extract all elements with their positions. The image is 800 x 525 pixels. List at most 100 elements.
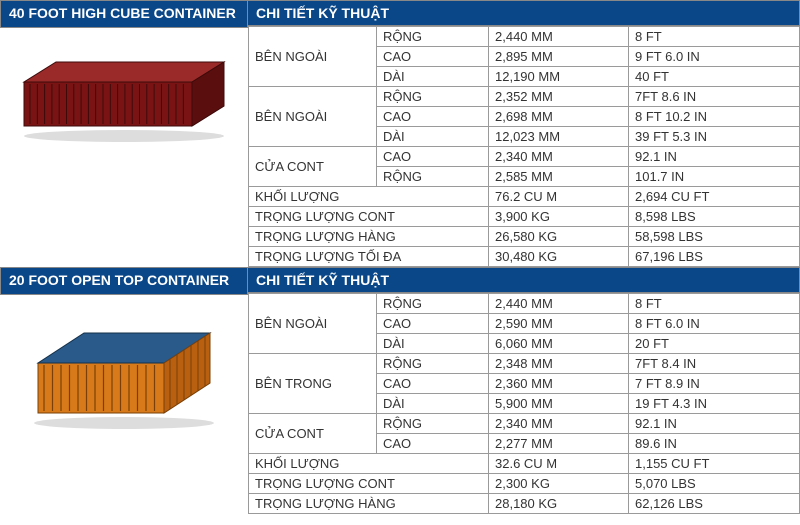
summary-v1: 28,180 KG	[489, 494, 629, 514]
summary-row: TRỌNG LƯỢNG HÀNG 28,180 KG 62,126 LBS	[249, 494, 800, 514]
dim-mm: 2,352 MM	[489, 87, 629, 107]
spec-table: BÊN NGOÀIRỘNG2,440 MM8 FTCAO2,590 MM8 FT…	[248, 293, 800, 514]
spec-header: CHI TIẾT KỸ THUẬT	[248, 0, 800, 26]
spec-table: BÊN NGOÀIRỘNG2,440 MM8 FTCAO2,895 MM9 FT…	[248, 26, 800, 267]
summary-v2: 5,070 LBS	[629, 474, 800, 494]
dim-label: DÀI	[377, 127, 489, 147]
dim-mm: 2,585 MM	[489, 167, 629, 187]
dim-ft: 7FT 8.6 IN	[629, 87, 800, 107]
group-label: BÊN NGOÀI	[249, 294, 377, 354]
right-column: CHI TIẾT KỸ THUẬT BÊN NGOÀIRỘNG2,440 MM8…	[248, 267, 800, 514]
dim-label: CAO	[377, 47, 489, 67]
dim-mm: 5,900 MM	[489, 394, 629, 414]
dim-ft: 92.1 IN	[629, 147, 800, 167]
container-section: 20 FOOT OPEN TOP CONTAINER CHI TIẾT KỸ T…	[0, 267, 800, 514]
container-image-cell	[0, 295, 248, 443]
container-image-cell	[0, 28, 248, 156]
group-label: BÊN TRONG	[249, 354, 377, 414]
dim-ft: 8 FT	[629, 27, 800, 47]
dim-ft: 7 FT 8.9 IN	[629, 374, 800, 394]
summary-v1: 2,300 KG	[489, 474, 629, 494]
dim-ft: 101.7 IN	[629, 167, 800, 187]
spec-row: CỬA CONTCAO2,340 MM92.1 IN	[249, 147, 800, 167]
container-title: 20 FOOT OPEN TOP CONTAINER	[0, 267, 248, 295]
dim-label: RỘNG	[377, 87, 489, 107]
dim-ft: 89.6 IN	[629, 434, 800, 454]
dim-label: DÀI	[377, 334, 489, 354]
dim-mm: 2,340 MM	[489, 147, 629, 167]
dim-mm: 2,277 MM	[489, 434, 629, 454]
summary-v2: 58,598 LBS	[629, 227, 800, 247]
dim-label: CAO	[377, 147, 489, 167]
group-label: BÊN NGOÀI	[249, 87, 377, 147]
dim-label: DÀI	[377, 394, 489, 414]
group-label: BÊN NGOÀI	[249, 27, 377, 87]
summary-row: KHỐI LƯỢNG 76.2 CU M 2,694 CU FT	[249, 187, 800, 207]
dim-label: CAO	[377, 374, 489, 394]
spec-row: BÊN NGOÀIRỘNG2,440 MM8 FT	[249, 294, 800, 314]
dim-ft: 39 FT 5.3 IN	[629, 127, 800, 147]
container-image-20ft	[24, 315, 224, 435]
summary-row: TRỌNG LƯỢNG CONT 2,300 KG 5,070 LBS	[249, 474, 800, 494]
dim-ft: 7FT 8.4 IN	[629, 354, 800, 374]
group-label: CỬA CONT	[249, 414, 377, 454]
summary-row: TRỌNG LƯỢNG CONT 3,900 KG 8,598 LBS	[249, 207, 800, 227]
dim-ft: 8 FT	[629, 294, 800, 314]
right-column: CHI TIẾT KỸ THUẬT BÊN NGOÀIRỘNG2,440 MM8…	[248, 0, 800, 267]
dim-mm: 2,895 MM	[489, 47, 629, 67]
left-column: 40 FOOT HIGH CUBE CONTAINER	[0, 0, 248, 267]
summary-row: TRỌNG LƯỢNG HÀNG 26,580 KG 58,598 LBS	[249, 227, 800, 247]
spec-header: CHI TIẾT KỸ THUẬT	[248, 267, 800, 293]
summary-v1: 32.6 CU M	[489, 454, 629, 474]
container-image-40ft	[14, 48, 234, 148]
container-title: 40 FOOT HIGH CUBE CONTAINER	[0, 0, 248, 28]
summary-label: KHỐI LƯỢNG	[249, 187, 489, 207]
spec-row: BÊN NGOÀIRỘNG2,352 MM7FT 8.6 IN	[249, 87, 800, 107]
dim-ft: 8 FT 10.2 IN	[629, 107, 800, 127]
dim-mm: 2,348 MM	[489, 354, 629, 374]
spec-row: BÊN TRONGRỘNG2,348 MM7FT 8.4 IN	[249, 354, 800, 374]
dim-ft: 40 FT	[629, 67, 800, 87]
summary-label: TRỌNG LƯỢNG TỐI ĐA	[249, 247, 489, 267]
dim-ft: 19 FT 4.3 IN	[629, 394, 800, 414]
dim-ft: 9 FT 6.0 IN	[629, 47, 800, 67]
dim-label: CAO	[377, 314, 489, 334]
dim-label: RỘNG	[377, 294, 489, 314]
summary-v1: 30,480 KG	[489, 247, 629, 267]
left-column: 20 FOOT OPEN TOP CONTAINER	[0, 267, 248, 514]
dim-mm: 6,060 MM	[489, 334, 629, 354]
summary-v2: 62,126 LBS	[629, 494, 800, 514]
summary-v1: 76.2 CU M	[489, 187, 629, 207]
spec-row: CỬA CONTRỘNG2,340 MM92.1 IN	[249, 414, 800, 434]
summary-label: KHỐI LƯỢNG	[249, 454, 489, 474]
dim-label: RỘNG	[377, 414, 489, 434]
dim-mm: 2,440 MM	[489, 294, 629, 314]
dim-label: CAO	[377, 434, 489, 454]
dim-label: DÀI	[377, 67, 489, 87]
dim-ft: 20 FT	[629, 334, 800, 354]
summary-v2: 1,155 CU FT	[629, 454, 800, 474]
dim-label: RỘNG	[377, 27, 489, 47]
dim-mm: 2,440 MM	[489, 27, 629, 47]
spec-row: BÊN NGOÀIRỘNG2,440 MM8 FT	[249, 27, 800, 47]
dim-mm: 2,340 MM	[489, 414, 629, 434]
dim-ft: 92.1 IN	[629, 414, 800, 434]
dim-label: CAO	[377, 107, 489, 127]
summary-v2: 8,598 LBS	[629, 207, 800, 227]
dim-label: RỘNG	[377, 354, 489, 374]
summary-label: TRỌNG LƯỢNG CONT	[249, 474, 489, 494]
summary-label: TRỌNG LƯỢNG HÀNG	[249, 227, 489, 247]
dim-mm: 12,190 MM	[489, 67, 629, 87]
summary-v1: 3,900 KG	[489, 207, 629, 227]
summary-row: TRỌNG LƯỢNG TỐI ĐA 30,480 KG 67,196 LBS	[249, 247, 800, 267]
summary-v1: 26,580 KG	[489, 227, 629, 247]
dim-mm: 2,360 MM	[489, 374, 629, 394]
summary-v2: 67,196 LBS	[629, 247, 800, 267]
dim-mm: 12,023 MM	[489, 127, 629, 147]
dim-label: RỘNG	[377, 167, 489, 187]
dim-mm: 2,698 MM	[489, 107, 629, 127]
summary-label: TRỌNG LƯỢNG CONT	[249, 207, 489, 227]
group-label: CỬA CONT	[249, 147, 377, 187]
container-section: 40 FOOT HIGH CUBE CONTAINER CHI TIẾT KỸ …	[0, 0, 800, 267]
summary-v2: 2,694 CU FT	[629, 187, 800, 207]
